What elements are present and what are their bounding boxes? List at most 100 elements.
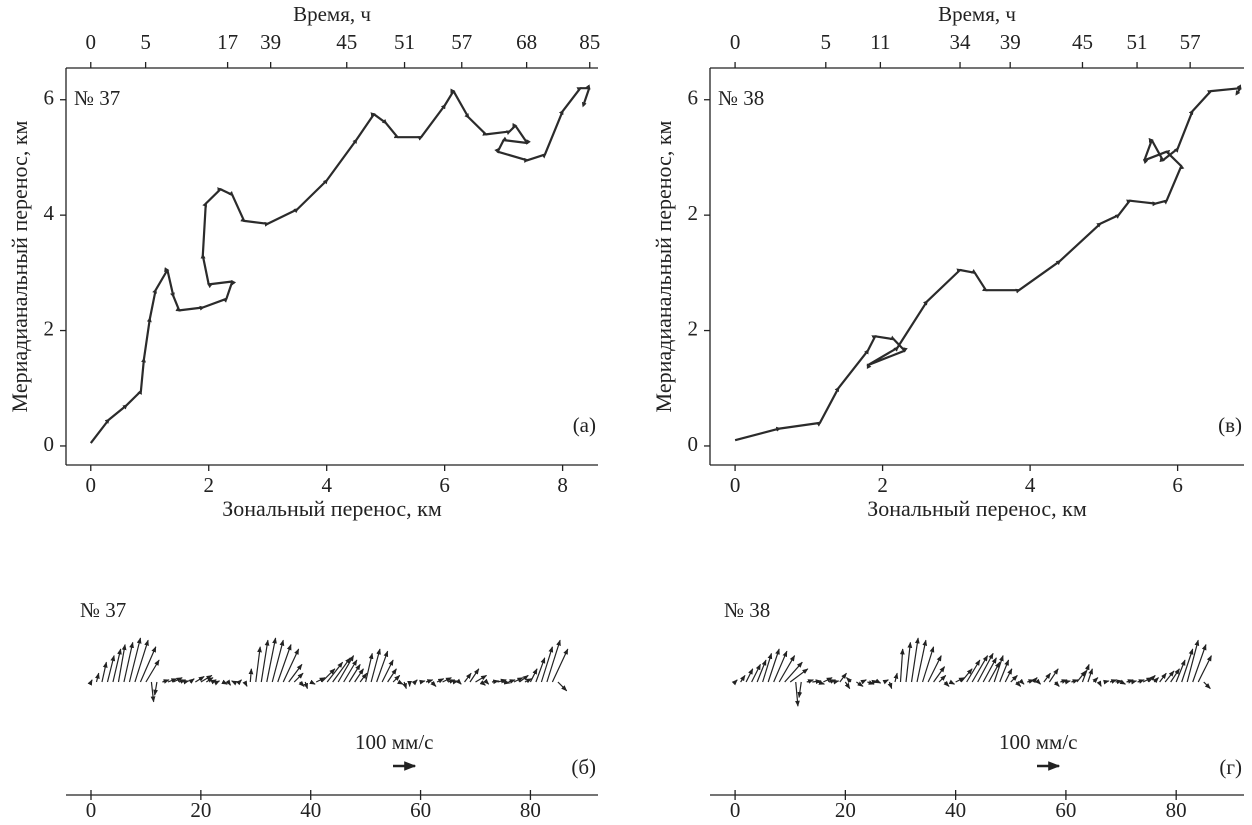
stick (1153, 677, 1159, 684)
stick (436, 678, 445, 684)
x-tick-label: 20 (190, 798, 211, 822)
stick (839, 672, 847, 683)
stick (225, 679, 232, 686)
stick (513, 677, 524, 683)
stick (551, 648, 569, 683)
stick (999, 659, 1010, 683)
stick (182, 679, 190, 685)
stick (773, 650, 788, 683)
top-tick-label: 57 (451, 30, 472, 54)
stick (1109, 679, 1118, 684)
stick (354, 668, 364, 683)
stick (1148, 674, 1156, 683)
y-tick-label: 2 (688, 316, 699, 340)
stick (1159, 672, 1167, 683)
stick (206, 677, 214, 683)
y-axis-label: Мериадианальный перенос, км (651, 120, 676, 412)
x-tick-label: 80 (520, 798, 541, 822)
panel-label: (б) (571, 755, 596, 779)
y-tick-label: 2 (688, 201, 699, 225)
stick (248, 668, 254, 683)
stick (365, 652, 374, 683)
stick (188, 678, 195, 684)
top-tick-label: 0 (730, 30, 741, 54)
stick (916, 639, 928, 683)
stick (419, 679, 426, 685)
stick (402, 681, 407, 690)
stick (817, 680, 825, 685)
top-tick-label: 45 (1072, 30, 1093, 54)
stick (479, 680, 486, 686)
stick (797, 681, 803, 698)
stick (933, 666, 946, 683)
stick (948, 679, 956, 685)
stick (1004, 668, 1013, 683)
stick (483, 678, 490, 685)
stick (112, 648, 122, 683)
stick (1064, 679, 1071, 685)
stick (1087, 668, 1093, 683)
stick (343, 659, 358, 683)
stick (370, 648, 381, 683)
stick (921, 646, 935, 683)
stick (905, 641, 913, 683)
y-axis-label: Мериадианальный перенос, км (7, 120, 32, 412)
x-tick-label: 40 (945, 798, 966, 822)
stick (789, 668, 809, 683)
stick (860, 679, 867, 685)
top-tick-label: 51 (1127, 30, 1148, 54)
stick (260, 639, 270, 683)
trajectory (89, 84, 591, 444)
stick (832, 679, 840, 685)
stick (927, 655, 942, 683)
stick (731, 679, 738, 686)
top-tick-label: 51 (394, 30, 415, 54)
stick (266, 637, 277, 683)
stick (332, 657, 351, 683)
stick (425, 679, 434, 684)
x-tick-label: 2 (877, 473, 888, 497)
stick (255, 646, 262, 683)
stick (1048, 668, 1059, 683)
stick (899, 648, 905, 683)
stick (874, 678, 882, 684)
stick (475, 674, 488, 683)
stick (1130, 679, 1138, 685)
stick (893, 672, 899, 683)
stick (1071, 679, 1079, 684)
stick (1137, 679, 1145, 684)
stick (150, 681, 156, 703)
scale-label: 100 мм/с (999, 730, 1077, 754)
stick (497, 678, 507, 684)
stick (430, 680, 437, 687)
x-tick-label: 20 (835, 798, 856, 822)
stick (823, 677, 833, 683)
top-tick-label: 39 (260, 30, 281, 54)
stick (971, 655, 989, 683)
stick (1175, 659, 1186, 683)
stick (1092, 677, 1099, 684)
stick (101, 661, 108, 683)
series-label: № 37 (74, 86, 120, 110)
stick (767, 648, 780, 683)
series-label: № 38 (724, 598, 770, 622)
x-tick-label: 6 (1172, 473, 1183, 497)
x-tick-label: 60 (1055, 798, 1076, 822)
stick (123, 641, 134, 683)
stick (1010, 674, 1018, 683)
stick (397, 679, 404, 685)
x-tick-label: 6 (439, 473, 450, 497)
stick (326, 661, 344, 683)
stick (271, 639, 285, 683)
stick (856, 681, 864, 687)
stick (1043, 672, 1051, 683)
stick (751, 663, 761, 683)
stick (1164, 670, 1175, 683)
stick (195, 675, 205, 683)
stick (213, 680, 221, 686)
stick (993, 655, 1004, 683)
stick (1181, 648, 1194, 683)
stick (210, 679, 217, 685)
stick (315, 677, 326, 683)
x-tick-label: 0 (86, 473, 97, 497)
